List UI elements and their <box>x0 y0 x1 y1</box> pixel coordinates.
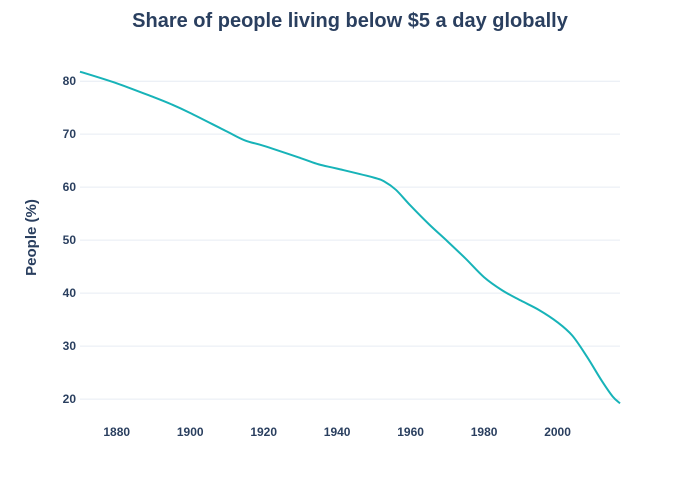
x-tick-label: 1880 <box>103 425 130 439</box>
series-layer <box>79 70 621 405</box>
x-tick-label: 1900 <box>177 425 204 439</box>
y-tick-label: 70 <box>63 127 77 141</box>
y-tick-label: 50 <box>63 233 77 247</box>
y-axis-ticks: 20 30 40 50 60 70 80 <box>63 74 77 406</box>
x-tick-label: 1960 <box>397 425 424 439</box>
y-axis-title: People (%) <box>23 199 40 276</box>
x-tick-label: 1940 <box>324 425 351 439</box>
y-tick-label: 60 <box>63 180 77 194</box>
series-line-0 <box>79 70 621 405</box>
gridlines <box>80 80 620 400</box>
y-tick-label: 30 <box>63 339 77 353</box>
y-tick-label: 80 <box>63 74 77 88</box>
x-tick-label: 1920 <box>250 425 277 439</box>
x-axis-ticks: 1880 1900 1920 1940 1960 1980 2000 <box>103 425 571 439</box>
y-tick-label: 40 <box>63 286 77 300</box>
x-tick-label: 2000 <box>544 425 571 439</box>
y-tick-label: 20 <box>63 392 77 406</box>
x-tick-label: 1980 <box>471 425 498 439</box>
chart-title: Share of people living below $5 a day gl… <box>132 10 568 32</box>
